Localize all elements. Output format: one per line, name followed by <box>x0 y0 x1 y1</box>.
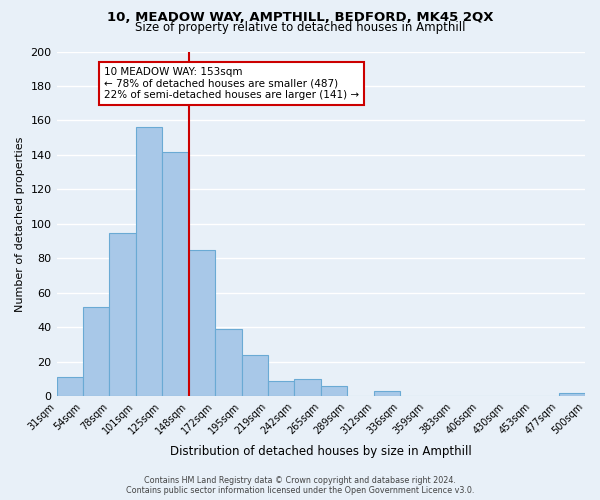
Text: 10, MEADOW WAY, AMPTHILL, BEDFORD, MK45 2QX: 10, MEADOW WAY, AMPTHILL, BEDFORD, MK45 … <box>107 11 493 24</box>
Bar <box>188 250 215 396</box>
Bar <box>268 381 295 396</box>
Text: Contains HM Land Registry data © Crown copyright and database right 2024.
Contai: Contains HM Land Registry data © Crown c… <box>126 476 474 495</box>
Bar <box>215 329 242 396</box>
Bar <box>321 386 347 396</box>
Text: Size of property relative to detached houses in Ampthill: Size of property relative to detached ho… <box>135 22 465 35</box>
X-axis label: Distribution of detached houses by size in Ampthill: Distribution of detached houses by size … <box>170 444 472 458</box>
Bar <box>56 378 83 396</box>
Bar <box>295 379 321 396</box>
Bar <box>242 355 268 397</box>
Bar <box>559 393 585 396</box>
Bar <box>136 128 162 396</box>
Bar <box>162 152 188 396</box>
Y-axis label: Number of detached properties: Number of detached properties <box>15 136 25 312</box>
Bar <box>374 391 400 396</box>
Bar <box>109 232 136 396</box>
Bar <box>83 306 109 396</box>
Text: 10 MEADOW WAY: 153sqm
← 78% of detached houses are smaller (487)
22% of semi-det: 10 MEADOW WAY: 153sqm ← 78% of detached … <box>104 67 359 100</box>
